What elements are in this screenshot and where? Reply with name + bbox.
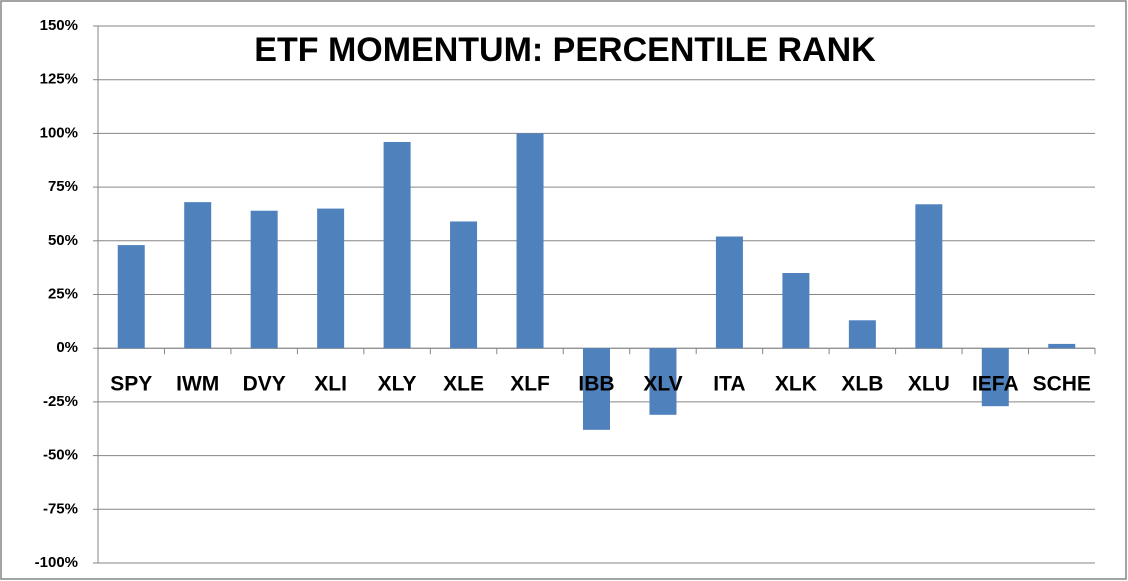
x-tick-label: IBB [578,373,614,396]
y-tick-label: 125% [40,71,78,88]
bar [516,133,544,349]
x-tick-label: SCHE [1033,373,1091,396]
bar [915,204,943,349]
y-tick-label: 0% [56,339,78,356]
y-tick-label: 50% [48,232,78,249]
bar [317,208,345,349]
y-tick-label: 25% [48,285,78,302]
bar [1048,343,1076,349]
x-tick-label: XLI [314,373,347,396]
bar [450,221,478,349]
bar [184,202,212,349]
bar [583,348,610,430]
bar [848,320,876,349]
x-tick-label: SPY [110,373,152,396]
x-tick-label: XLK [775,373,817,396]
chart-title: ETF MOMENTUM: PERCENTILE RANK [254,31,876,69]
x-tick-label: IEFA [972,373,1019,396]
y-tick-label: -75% [43,500,78,517]
x-tick-label: IWM [176,373,219,396]
y-tick-label: -25% [43,393,78,410]
x-tick-label: XLY [378,373,417,396]
bars [117,133,1076,430]
x-tick-label: XLV [643,373,682,396]
x-tick-label: XLB [841,373,883,396]
bar [383,141,411,349]
x-tick-label: ITA [713,373,745,396]
bar [715,236,743,349]
x-tick-label: XLF [510,373,550,396]
bar [981,348,1009,407]
x-tick-label: XLU [908,373,950,396]
bar [649,348,677,415]
x-tick-label: XLE [443,373,484,396]
y-tick-label: 100% [40,124,78,141]
bar [250,210,278,349]
bar [782,273,810,349]
y-tick-label: -50% [43,447,78,464]
x-tick-label: DVY [243,373,286,396]
y-tick-label: -100% [35,554,78,571]
y-tick-label: 150% [40,17,78,34]
bar [117,245,145,349]
y-tick-label: 75% [48,178,78,195]
